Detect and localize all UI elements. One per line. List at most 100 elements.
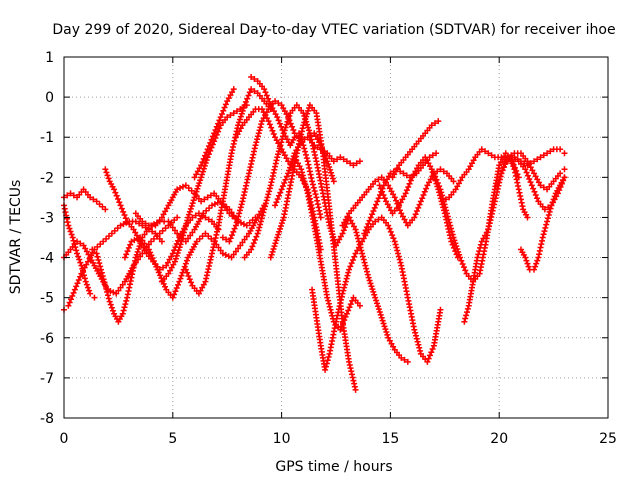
data-point — [508, 157, 515, 164]
data-point — [127, 277, 134, 284]
data-point — [170, 261, 177, 268]
data-point — [366, 277, 373, 284]
data-point — [183, 257, 190, 264]
data-point — [353, 229, 360, 236]
data-point — [255, 227, 262, 234]
data-point — [167, 221, 174, 228]
data-point — [232, 248, 239, 255]
data-point — [459, 260, 466, 267]
data-point — [325, 297, 332, 304]
data-point — [104, 292, 111, 299]
data-point — [90, 196, 97, 203]
data-point — [540, 184, 547, 191]
data-point — [153, 263, 160, 270]
data-point — [544, 150, 551, 157]
data-point — [121, 304, 128, 311]
data-point — [525, 263, 532, 270]
data-point — [277, 225, 284, 232]
data-point — [301, 119, 308, 126]
data-point — [350, 162, 357, 169]
data-point — [272, 111, 279, 118]
data-point — [228, 232, 235, 239]
data-point — [255, 106, 262, 113]
data-point — [100, 276, 107, 283]
y-tick-label: -1 — [40, 130, 54, 146]
data-point — [180, 229, 187, 236]
data-point — [245, 249, 252, 256]
data-point — [275, 117, 282, 124]
data-point — [363, 265, 370, 272]
data-point — [376, 182, 383, 189]
data-point — [204, 146, 211, 153]
data-point — [279, 136, 286, 143]
data-point — [266, 121, 273, 128]
data-point — [385, 173, 392, 180]
data-point — [546, 208, 553, 215]
data-point — [217, 114, 224, 121]
data-point — [104, 172, 111, 179]
data-point — [143, 243, 150, 250]
data-point — [337, 233, 344, 240]
data-point — [188, 202, 195, 209]
y-tick-label: -5 — [40, 291, 54, 307]
data-point — [185, 214, 192, 221]
data-point — [270, 108, 277, 115]
x-tick-label: 0 — [60, 431, 69, 447]
data-point — [278, 139, 285, 146]
data-point — [291, 154, 298, 161]
data-point — [168, 264, 175, 271]
data-point — [529, 167, 536, 174]
data-point — [177, 185, 184, 192]
data-point — [161, 218, 168, 225]
data-point — [383, 329, 390, 336]
data-point — [197, 177, 204, 184]
data-point — [540, 231, 547, 238]
data-point — [286, 185, 293, 192]
data-point — [384, 201, 391, 208]
data-point — [86, 287, 93, 294]
data-point — [447, 222, 454, 229]
data-point — [249, 217, 256, 224]
data-point — [452, 240, 459, 247]
data-point — [222, 101, 229, 108]
data-point — [551, 193, 558, 200]
data-point — [436, 183, 443, 190]
data-point — [554, 172, 561, 179]
data-point — [221, 104, 228, 111]
data-point — [393, 197, 400, 204]
data-point — [438, 189, 445, 196]
y-tick-label: -3 — [40, 210, 54, 226]
data-point — [415, 341, 422, 348]
data-point — [234, 131, 241, 138]
data-point — [443, 210, 450, 217]
data-point — [263, 115, 270, 122]
data-point — [421, 188, 428, 195]
data-point — [156, 217, 163, 224]
data-point — [530, 185, 537, 192]
data-point — [163, 205, 170, 212]
data-point — [283, 121, 290, 128]
data-point — [369, 286, 376, 293]
data-point — [298, 138, 305, 145]
data-point — [164, 259, 171, 266]
data-point — [194, 185, 201, 192]
data-point — [341, 317, 348, 324]
data-point — [393, 244, 400, 251]
data-point — [534, 195, 541, 202]
data-point — [532, 173, 539, 180]
data-point — [396, 256, 403, 263]
data-point — [259, 95, 266, 102]
data-point — [215, 120, 222, 127]
data-point — [433, 150, 440, 157]
data-point — [302, 181, 309, 188]
series-arc-29 — [494, 154, 531, 221]
data-point — [174, 249, 181, 256]
data-point — [346, 304, 353, 311]
data-point — [441, 201, 448, 208]
data-point — [175, 247, 182, 254]
data-point — [95, 256, 102, 263]
data-point — [237, 113, 244, 120]
data-point — [261, 206, 268, 213]
data-point — [301, 178, 308, 185]
data-point — [453, 243, 460, 250]
